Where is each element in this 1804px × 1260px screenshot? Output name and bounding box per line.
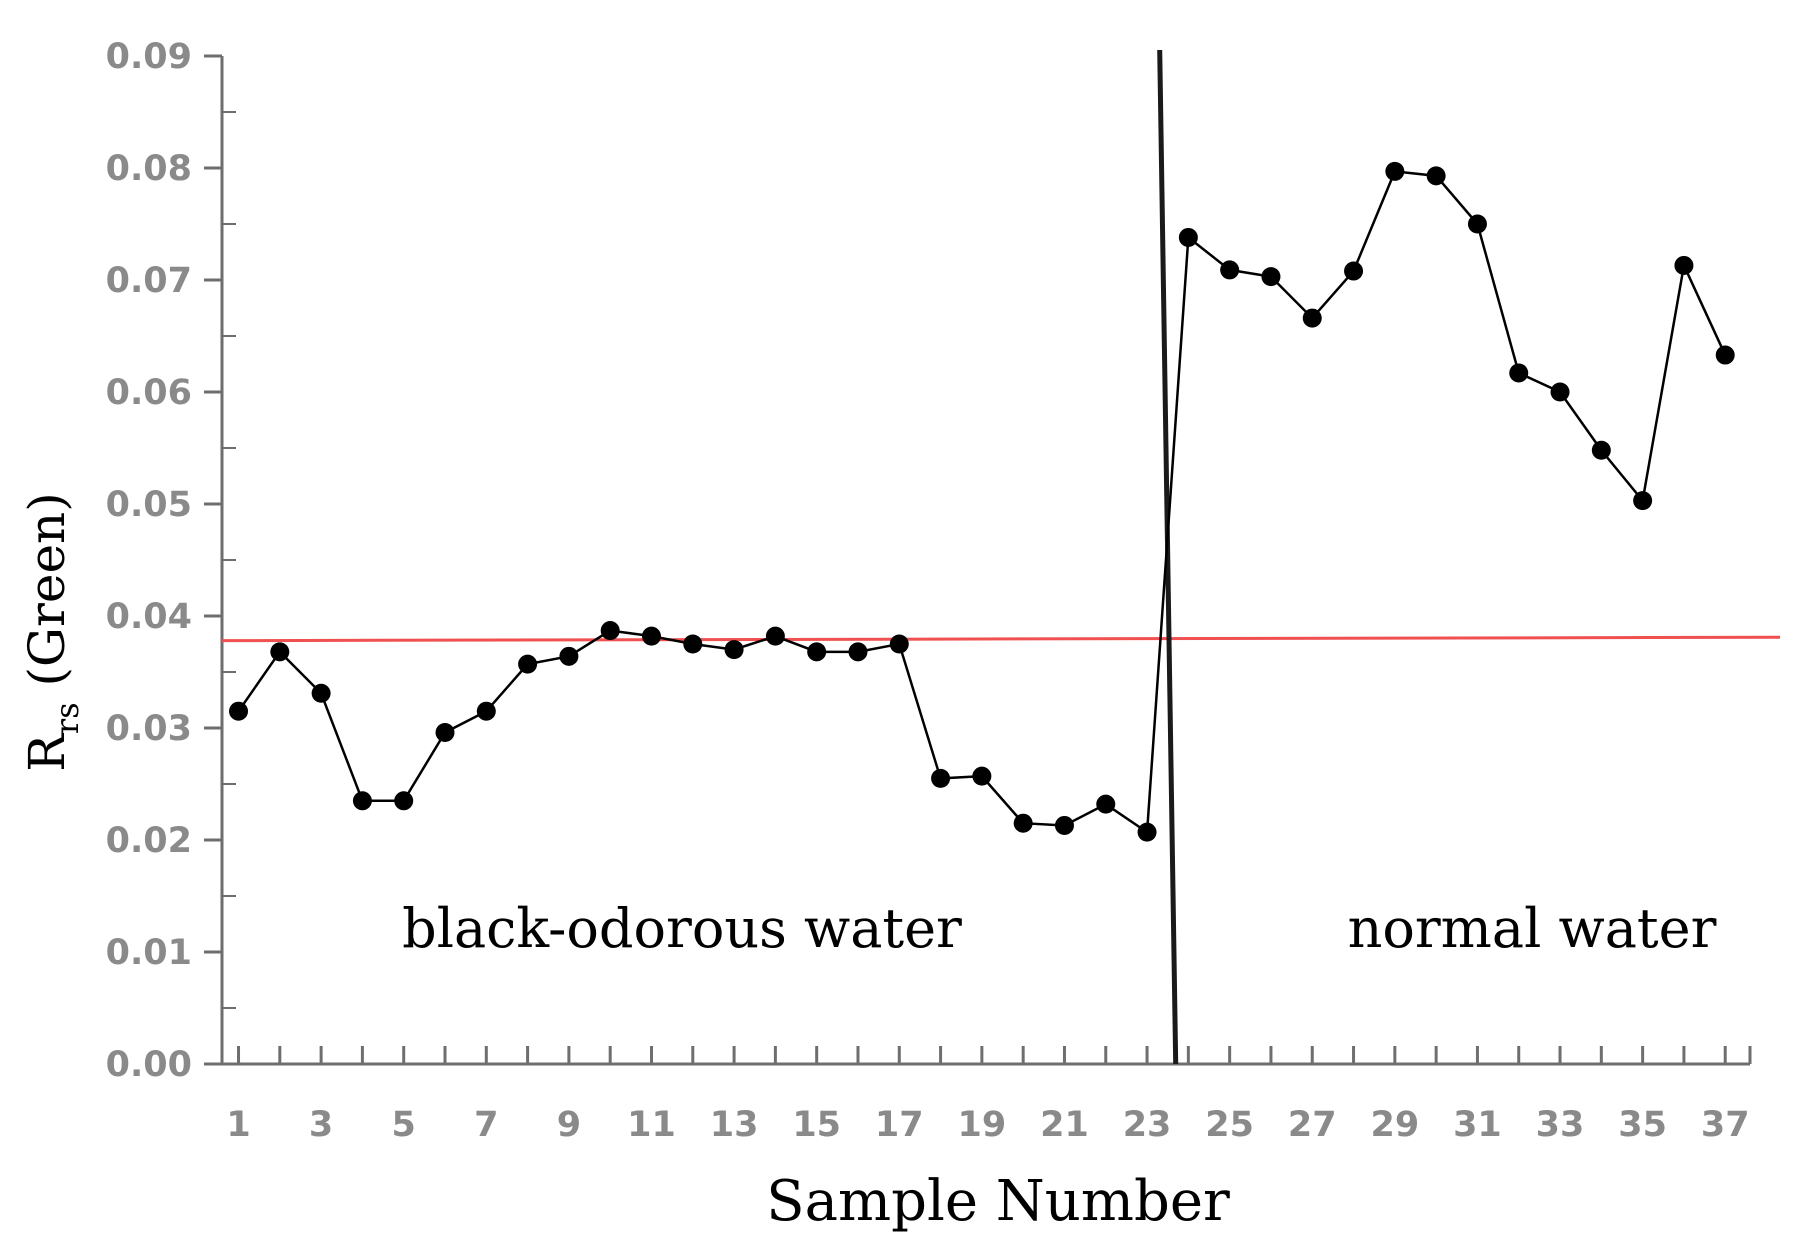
data-point-13: [724, 640, 744, 660]
data-point-35: [1633, 491, 1653, 511]
y-axis-title-main: R: [18, 733, 76, 772]
x-tick-label-19: 19: [958, 1105, 1007, 1145]
series-line: [237, 170, 1727, 835]
data-point-1: [229, 701, 249, 721]
data-point-37: [1715, 345, 1735, 365]
data-point-31: [1467, 214, 1487, 234]
reference-lines: [221, 49, 1781, 1065]
data-point-5: [394, 791, 414, 811]
data-point-21: [1054, 815, 1074, 835]
x-tick-label-15: 15: [792, 1105, 841, 1145]
data-point-34: [1591, 440, 1611, 460]
data-point-20: [1013, 813, 1033, 833]
data-point-3: [311, 683, 331, 703]
annotation-normal-water: normal water: [1348, 897, 1717, 960]
x-tick-label-13: 13: [710, 1105, 759, 1145]
y-axis-title-subscript: rs: [48, 702, 86, 734]
x-tick-label-21: 21: [1040, 1105, 1089, 1145]
x-tick-label-1: 1: [226, 1105, 250, 1145]
data-point-16: [848, 642, 868, 662]
x-tick-label-37: 37: [1701, 1105, 1750, 1145]
data-point-17: [889, 634, 909, 654]
data-point-4: [352, 791, 372, 811]
x-tick-label-33: 33: [1536, 1105, 1585, 1145]
y-tick-label-0.00: 0.00: [106, 1045, 192, 1085]
data-point-18: [931, 768, 951, 788]
data-point-23: [1137, 822, 1157, 842]
y-tick-label-0.07: 0.07: [106, 261, 192, 301]
x-tick-label-3: 3: [309, 1105, 333, 1145]
data-point-19: [972, 766, 992, 786]
data-point-9: [559, 646, 579, 666]
data-point-2: [270, 642, 290, 662]
y-axis-title: Rrs (Green): [18, 492, 86, 772]
x-axis-title: Sample Number: [766, 1169, 1230, 1234]
data-point-30: [1426, 166, 1446, 186]
data-point-29: [1385, 161, 1405, 181]
x-tick-label-31: 31: [1453, 1105, 1502, 1145]
axes: 0.00 0.01 0.02 0.03 0.04 0.05 0.06 0.07 0.08 0.09…: [106, 37, 1752, 1145]
data-point-22: [1096, 794, 1116, 814]
x-tick-label-9: 9: [557, 1105, 581, 1145]
x-tick-label-23: 23: [1123, 1105, 1172, 1145]
series-rrs-green: [229, 161, 1735, 842]
data-point-26: [1261, 267, 1281, 287]
data-point-24: [1178, 227, 1198, 247]
y-tick-label-0.01: 0.01: [106, 933, 192, 973]
data-point-32: [1509, 363, 1529, 383]
data-point-33: [1550, 382, 1570, 402]
annotation-black-odorous-water: black-odorous water: [402, 897, 962, 960]
x-tick-label-5: 5: [392, 1105, 416, 1145]
y-tick-label-0.02: 0.02: [106, 821, 192, 861]
divider-line: [1157, 49, 1179, 1065]
data-point-12: [683, 634, 703, 654]
x-tick-label-35: 35: [1618, 1105, 1667, 1145]
data-point-28: [1344, 261, 1364, 281]
x-tick-label-27: 27: [1288, 1105, 1337, 1145]
data-point-15: [807, 642, 827, 662]
y-tick-label-0.03: 0.03: [106, 709, 192, 749]
y-tick-label-0.04: 0.04: [106, 597, 192, 637]
data-point-36: [1674, 255, 1694, 275]
x-tick-label-25: 25: [1205, 1105, 1254, 1145]
y-tick-label-0.05: 0.05: [106, 485, 192, 525]
x-tick-label-7: 7: [474, 1105, 498, 1145]
y-tick-label-0.06: 0.06: [106, 373, 192, 413]
data-point-11: [641, 626, 661, 646]
data-point-8: [518, 654, 538, 674]
x-tick-label-11: 11: [627, 1105, 676, 1145]
x-tick-label-17: 17: [875, 1105, 924, 1145]
y-tick-label-0.09: 0.09: [106, 37, 192, 77]
data-point-25: [1220, 260, 1240, 280]
y-axis-title-suffix: (Green): [18, 492, 76, 702]
data-point-10: [600, 621, 620, 641]
data-point-7: [476, 701, 496, 721]
y-tick-label-0.08: 0.08: [106, 149, 192, 189]
data-point-6: [435, 722, 455, 742]
data-point-14: [765, 626, 785, 646]
data-point-27: [1302, 308, 1322, 328]
threshold-line: [221, 635, 1781, 643]
x-tick-label-29: 29: [1370, 1105, 1419, 1145]
